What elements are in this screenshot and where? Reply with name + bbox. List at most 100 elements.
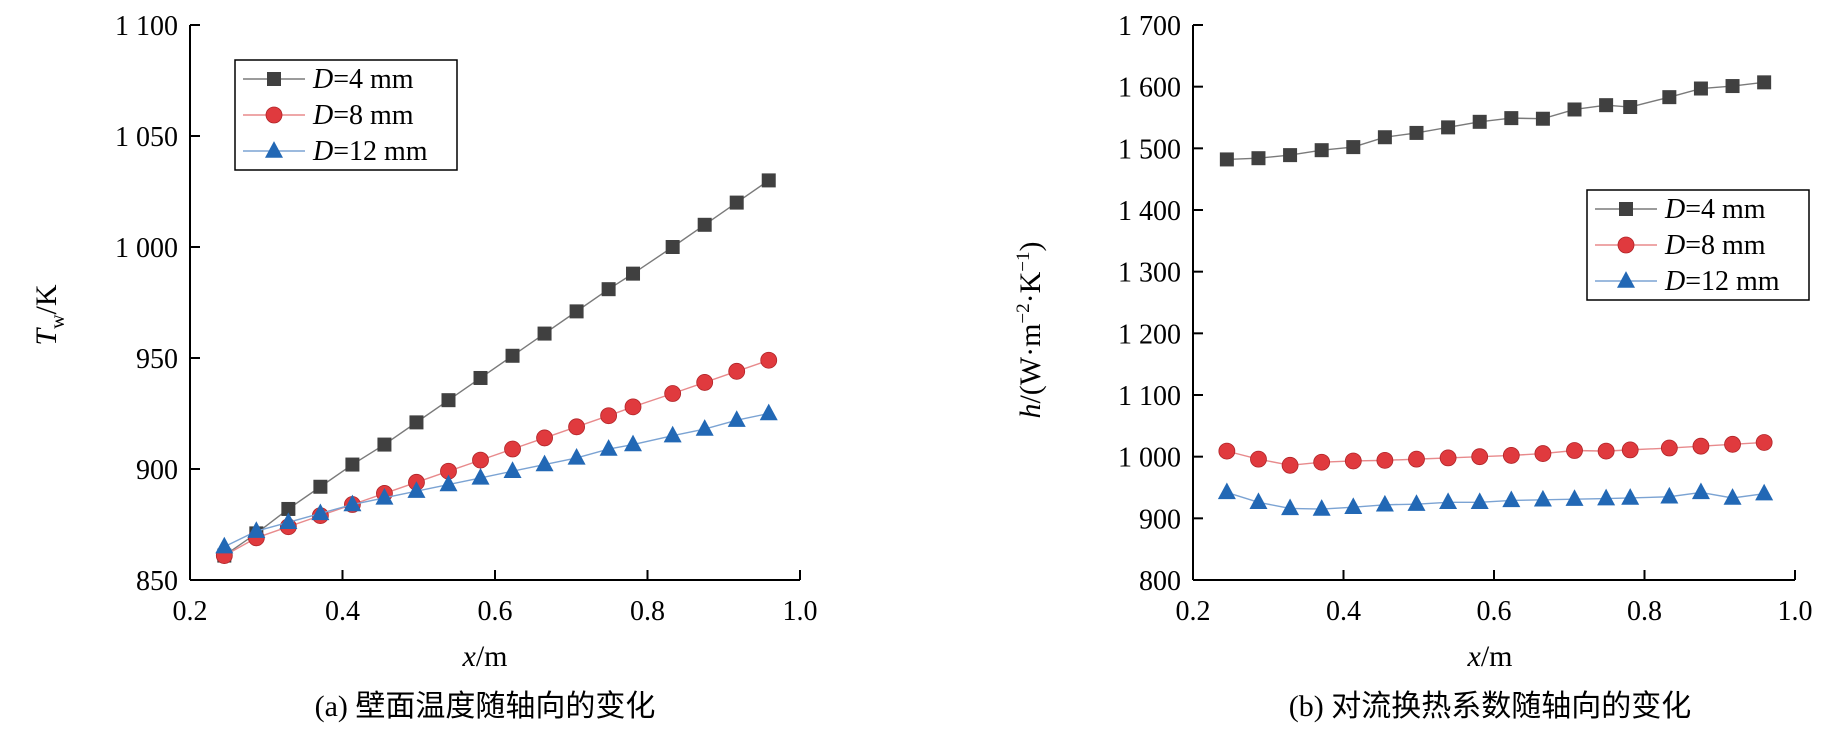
chart-b-series-0-point xyxy=(1472,114,1487,129)
chart-a-series-0-point xyxy=(377,437,392,452)
chart-b-y-tick-label: 1 100 xyxy=(1118,381,1181,412)
chart-b-legend-label-2: D=12 mm xyxy=(1664,266,1780,297)
chart-a-series-2-point xyxy=(375,487,394,505)
chart-b-plot-area: 800 900 1 000 1 100 1 200 1 300 1 400 1 500 1 60… xyxy=(1118,11,1813,627)
chart-b-series-2-point xyxy=(1565,489,1584,506)
chart-a-series-0-point xyxy=(761,173,776,188)
chart-b-x-tick-label: 0.6 xyxy=(1477,596,1512,627)
chart-a-x-tick-label: 0.6 xyxy=(478,596,513,627)
chart-a-series-2-point xyxy=(663,425,682,443)
chart-b-series-2-point xyxy=(1502,490,1521,508)
chart-b-series-2-point xyxy=(1407,494,1426,511)
chart-b-series-2-line xyxy=(1226,491,1765,510)
chart-b-series-0-point xyxy=(1251,151,1266,166)
chart-a-series-1-point xyxy=(600,407,618,425)
chart-a-series-0-point xyxy=(409,415,424,430)
chart-b-x-axis-label: x/m xyxy=(1467,640,1513,673)
chart-b-series-0-point xyxy=(1346,140,1361,155)
chart-a-series-2-point xyxy=(215,536,234,554)
chart-b-y-tick-label: 1 700 xyxy=(1118,11,1181,42)
chart-a-series-0-point xyxy=(441,393,456,408)
chart-a-series-0-point xyxy=(505,348,520,363)
chart-a-series-2-point xyxy=(535,454,554,472)
chart-a-series-0-point xyxy=(281,501,296,516)
chart-b-series-2-point xyxy=(1533,489,1552,507)
chart-a-y-tick-label: 950 xyxy=(136,344,178,375)
chart-a-series-2-point xyxy=(759,403,778,421)
chart-a-series-2-point xyxy=(599,439,618,456)
chart-a-series-0 xyxy=(217,173,776,563)
chart-b-series-2-point xyxy=(1470,492,1489,510)
chart-b-series-0 xyxy=(1219,75,1772,167)
chart-b-series-1-point xyxy=(1597,442,1615,460)
chart-a-series-0-point xyxy=(626,266,641,281)
chart-b-series-1-point xyxy=(1724,435,1741,453)
chart-a-x-axis-label: x/m xyxy=(462,640,508,673)
chart-b-series-2-point xyxy=(1755,483,1774,501)
chart-a-series-2-line xyxy=(224,412,769,548)
chart-b: 800 900 1 000 1 100 1 200 1 300 1 400 1 500 1 60… xyxy=(1013,11,1813,723)
chart-b-series-0-point xyxy=(1314,143,1329,158)
chart-b-series-1-point xyxy=(1471,448,1489,466)
chart-a-legend-marker-1 xyxy=(265,106,283,124)
chart-b-series-2-point xyxy=(1621,488,1640,505)
chart-b-series-1-point xyxy=(1534,445,1552,462)
chart-a-series-2-point xyxy=(343,494,362,512)
chart-b-series-1-point xyxy=(1218,442,1236,460)
chart-a-legend-marker-0 xyxy=(267,72,281,86)
chart-b-y-tick-label: 1 400 xyxy=(1118,196,1181,227)
chart-a-series-2-point xyxy=(624,434,643,452)
chart-b-y-axis-label: h/(W·m−2·K−1) xyxy=(1013,241,1047,418)
chart-a-series-0-point xyxy=(665,240,680,254)
chart-b-series-1-line xyxy=(1226,441,1765,467)
chart-b-y-tick-label: 1 000 xyxy=(1118,443,1181,474)
chart-b-x-tick-label: 0.4 xyxy=(1326,596,1361,627)
chart-b-series-2-point xyxy=(1597,488,1616,506)
chart-b-y-tick-label: 1 500 xyxy=(1118,134,1181,165)
chart-a-y-tick-label: 1 050 xyxy=(115,122,178,153)
chart-a-series-2-point xyxy=(503,461,522,478)
chart-a-series-0-point xyxy=(569,304,584,319)
chart-a-series-0-point xyxy=(697,217,712,232)
chart-b-x-tick-label: 0.8 xyxy=(1627,596,1662,627)
chart-b-series-1-point xyxy=(1408,450,1425,468)
chart-a-legend: D=4 mm D=8 mm D=12 mm xyxy=(234,59,458,171)
chart-b-series-1-point xyxy=(1660,439,1678,457)
chart-b-legend: D=4 mm D=8 mm D=12 mm xyxy=(1586,189,1810,301)
chart-a-series-0-point xyxy=(313,479,328,494)
chart-a-series-1-point xyxy=(728,362,746,380)
chart-a-series-2-point xyxy=(471,467,490,485)
chart-b-legend-marker-2 xyxy=(1617,271,1635,288)
chart-a-x-tick-label: 1.0 xyxy=(783,596,818,627)
chart-b-y-tick-label: 900 xyxy=(1139,504,1181,535)
chart-b-y-tick-label: 800 xyxy=(1139,566,1181,597)
chart-a-series-1-point xyxy=(624,398,642,416)
chart-b-series-0-point xyxy=(1757,75,1772,90)
chart-a-y-tick-label: 1 100 xyxy=(115,11,178,42)
chart-b-series-0-point xyxy=(1567,102,1582,117)
chart-b-legend-marker-0 xyxy=(1619,202,1633,216)
chart-a-series-2-point xyxy=(727,410,746,427)
chart-a-series-0-point xyxy=(601,282,616,297)
chart-a-y-tick-label: 850 xyxy=(136,566,178,597)
chart-b-series-0-point xyxy=(1725,79,1740,94)
chart-a-series-1-point xyxy=(664,385,682,402)
chart-b-series-1-point xyxy=(1621,441,1639,459)
chart-a-series-1-point xyxy=(472,451,489,469)
chart-b-legend-label-1: D=8 mm xyxy=(1664,230,1766,261)
chart-a-series-0-point xyxy=(345,457,360,472)
chart-b-series-2-point xyxy=(1375,494,1394,512)
chart-b-series-0-point xyxy=(1504,111,1519,126)
chart-b-series-2-point xyxy=(1312,499,1331,516)
chart-b-series-2-point xyxy=(1217,482,1236,500)
chart-a-y-tick-label: 1 000 xyxy=(115,233,178,264)
chart-b-series-2-point xyxy=(1691,482,1710,500)
chart-b-series-2-point xyxy=(1660,486,1679,504)
chart-b-legend-label-0: D=4 mm xyxy=(1664,194,1766,225)
chart-a-x-tick-label: 0.4 xyxy=(325,596,360,627)
chart-a-series-2-point xyxy=(567,447,586,465)
chart-b-series-1-point xyxy=(1313,453,1331,471)
